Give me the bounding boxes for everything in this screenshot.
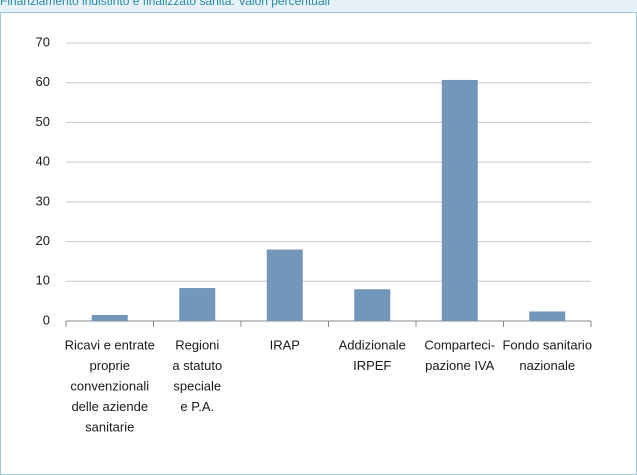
y-tick-label: 0 bbox=[43, 312, 50, 327]
x-tick-label: a statuto bbox=[172, 358, 222, 373]
x-tick-label: IRAP bbox=[270, 337, 300, 352]
y-tick-label: 50 bbox=[36, 114, 50, 129]
bar bbox=[354, 289, 391, 321]
x-tick-label: Regioni bbox=[175, 337, 219, 352]
x-tick-label: speciale bbox=[173, 378, 221, 393]
x-tick-label: e P.A. bbox=[180, 399, 214, 414]
x-tick-label: Comparteci- bbox=[424, 337, 495, 352]
x-tick-label: Fondo sanitario bbox=[502, 337, 592, 352]
y-tick-label: 40 bbox=[36, 154, 50, 169]
bar bbox=[441, 79, 478, 321]
x-tick-label: Addizionale bbox=[339, 337, 406, 352]
bar bbox=[266, 249, 303, 321]
x-tick-label: convenzionali bbox=[70, 378, 149, 393]
y-tick-label: 30 bbox=[36, 193, 50, 208]
bar bbox=[179, 288, 216, 321]
x-tick-label: Ricavi e entrate bbox=[65, 337, 155, 352]
y-tick-label: 70 bbox=[36, 34, 50, 49]
x-tick-label: sanitarie bbox=[85, 419, 134, 434]
chart-title: Finanziamento indistinto e finalizzato s… bbox=[0, 0, 330, 8]
y-tick-label: 60 bbox=[36, 74, 50, 89]
x-tick-label: IRPEF bbox=[353, 358, 391, 373]
bar bbox=[529, 311, 566, 321]
x-tick-label: nazionale bbox=[519, 358, 575, 373]
y-tick-label: 10 bbox=[36, 273, 50, 288]
chart-frame bbox=[0, 12, 637, 475]
x-tick-label: delle aziende bbox=[71, 399, 148, 414]
x-tick-label: proprie bbox=[90, 358, 130, 373]
bar bbox=[91, 315, 128, 321]
y-tick-label: 20 bbox=[36, 233, 50, 248]
x-tick-label: pazione IVA bbox=[425, 358, 494, 373]
